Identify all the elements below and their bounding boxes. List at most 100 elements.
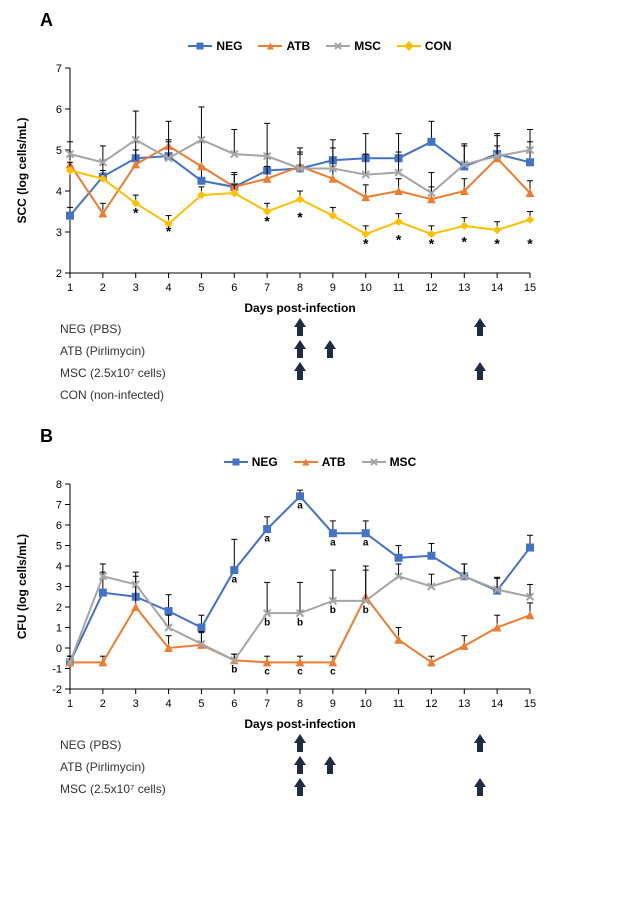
sig-letter-a: a [363, 538, 369, 549]
sig-letter-b: b [231, 665, 237, 676]
ytick-label: 4 [56, 561, 62, 573]
sig-letter-c: c [264, 667, 270, 678]
treatment-label: MSC (2.5x10⁷ cells) [60, 782, 200, 796]
treatment-arrow-icon [293, 362, 307, 380]
xtick-label: 6 [231, 282, 237, 294]
treatment-label: NEG (PBS) [60, 322, 200, 336]
asterisk-marker: * [396, 231, 402, 247]
asterisk-marker: * [363, 235, 369, 251]
legend-item-neg: NEG [224, 455, 278, 469]
xtick-label: 8 [297, 698, 303, 710]
ytick-label: -1 [52, 664, 62, 676]
panel-b-treatments: NEG (PBS)ATB (Pirlimycin)MSC (2.5x10⁷ ce… [60, 734, 620, 800]
asterisk-marker: * [166, 223, 172, 239]
legend-label: MSC [354, 39, 381, 53]
xtick-label: 3 [133, 282, 139, 294]
ytick-label: 3 [56, 227, 62, 239]
series-marker [527, 544, 534, 551]
xtick-label: 9 [330, 698, 336, 710]
xtick-label: 6 [231, 698, 237, 710]
sig-letter-b: b [330, 605, 336, 616]
xtick-label: 2 [100, 698, 106, 710]
ytick-label: 7 [56, 500, 62, 512]
ytick-label: 5 [56, 541, 62, 553]
ytick-label: 3 [56, 582, 62, 594]
legend-item-neg: NEG [188, 39, 242, 53]
series-marker [297, 196, 304, 203]
xtick-label: 9 [330, 282, 336, 294]
sig-letter-a: a [297, 501, 303, 512]
asterisk-marker: * [494, 235, 500, 251]
panel-b-label: B [40, 426, 620, 447]
treatment-arrow-icon [293, 734, 307, 752]
ytick-label: 4 [56, 186, 62, 198]
legend-item-con: CON [397, 39, 452, 53]
xtick-label: 11 [393, 282, 404, 294]
xtick-label: 14 [491, 282, 503, 294]
xtick-label: 3 [133, 698, 139, 710]
treatment-row: ATB (Pirlimycin) [60, 340, 620, 362]
series-marker [198, 177, 205, 184]
xtick-label: 1 [67, 282, 73, 294]
series-marker [362, 530, 369, 537]
ytick-label: 6 [56, 520, 62, 532]
series-marker [428, 552, 435, 559]
series-marker [264, 526, 271, 533]
treatment-arrow-icon [323, 756, 337, 774]
sig-letter-b: b [297, 617, 303, 628]
legend-label: MSC [390, 455, 417, 469]
treatment-arrow-icon [293, 318, 307, 336]
treatment-row: NEG (PBS) [60, 318, 620, 340]
legend-label: NEG [216, 39, 242, 53]
sig-letter-b: b [363, 605, 369, 616]
sig-letter-a: a [330, 538, 336, 549]
panel-a-legend: NEG ATB MSC CON [10, 36, 620, 53]
series-marker [297, 493, 304, 500]
series-marker [395, 218, 402, 225]
sig-letter-c: c [297, 667, 303, 678]
sig-letter-c: c [330, 667, 336, 678]
asterisk-marker: * [297, 209, 303, 225]
series-marker [231, 567, 238, 574]
panel-b-legend: NEGATBMSC [10, 452, 620, 469]
legend-label: ATB [286, 39, 310, 53]
xtick-label: 10 [360, 698, 372, 710]
treatment-row: CON (non-infected) [60, 384, 620, 406]
asterisk-marker: * [264, 213, 270, 229]
panel-b-chart: -2-1012345678123456789101112131415Days p… [10, 474, 550, 734]
panel-a-treatments: NEG (PBS) ATB (Pirlimycin) MSC (2.5x10⁷ ce… [60, 318, 620, 406]
x-axis-label: Days post-infection [244, 717, 355, 731]
ytick-label: 1 [56, 623, 62, 635]
ytick-label: 8 [56, 479, 62, 491]
sig-letter-b: b [264, 617, 270, 628]
xtick-label: 7 [264, 698, 270, 710]
series-marker [494, 226, 501, 233]
xtick-label: 13 [458, 698, 470, 710]
asterisk-marker: * [462, 233, 468, 249]
y-axis-label: CFU (log cells/mL) [15, 534, 29, 639]
series-marker [527, 159, 534, 166]
ytick-label: 2 [56, 268, 62, 280]
legend-label: CON [425, 39, 452, 53]
xtick-label: 4 [166, 282, 172, 294]
treatment-label: CON (non-infected) [60, 388, 200, 402]
panel-a: A NEGATBMSCCON 2345671234567891011121314… [10, 10, 620, 406]
treatment-arrow-icon [293, 756, 307, 774]
series-marker [527, 216, 534, 223]
series-marker [67, 212, 74, 219]
xtick-label: 10 [360, 282, 372, 294]
legend-label: NEG [252, 455, 278, 469]
ytick-label: 7 [56, 63, 62, 75]
treatment-row: MSC (2.5x10⁷ cells) [60, 778, 620, 800]
sig-letter-a: a [232, 574, 238, 585]
ytick-label: 2 [56, 602, 62, 614]
ytick-label: 6 [56, 104, 62, 116]
series-marker [395, 554, 402, 561]
treatment-row: MSC (2.5x10⁷ cells) [60, 362, 620, 384]
treatment-arrow-icon [323, 340, 337, 358]
treatment-label: NEG (PBS) [60, 738, 200, 752]
asterisk-marker: * [527, 235, 533, 251]
asterisk-marker: * [133, 205, 139, 221]
x-axis-label: Days post-infection [244, 301, 355, 315]
treatment-label: ATB (Pirlimycin) [60, 344, 200, 358]
